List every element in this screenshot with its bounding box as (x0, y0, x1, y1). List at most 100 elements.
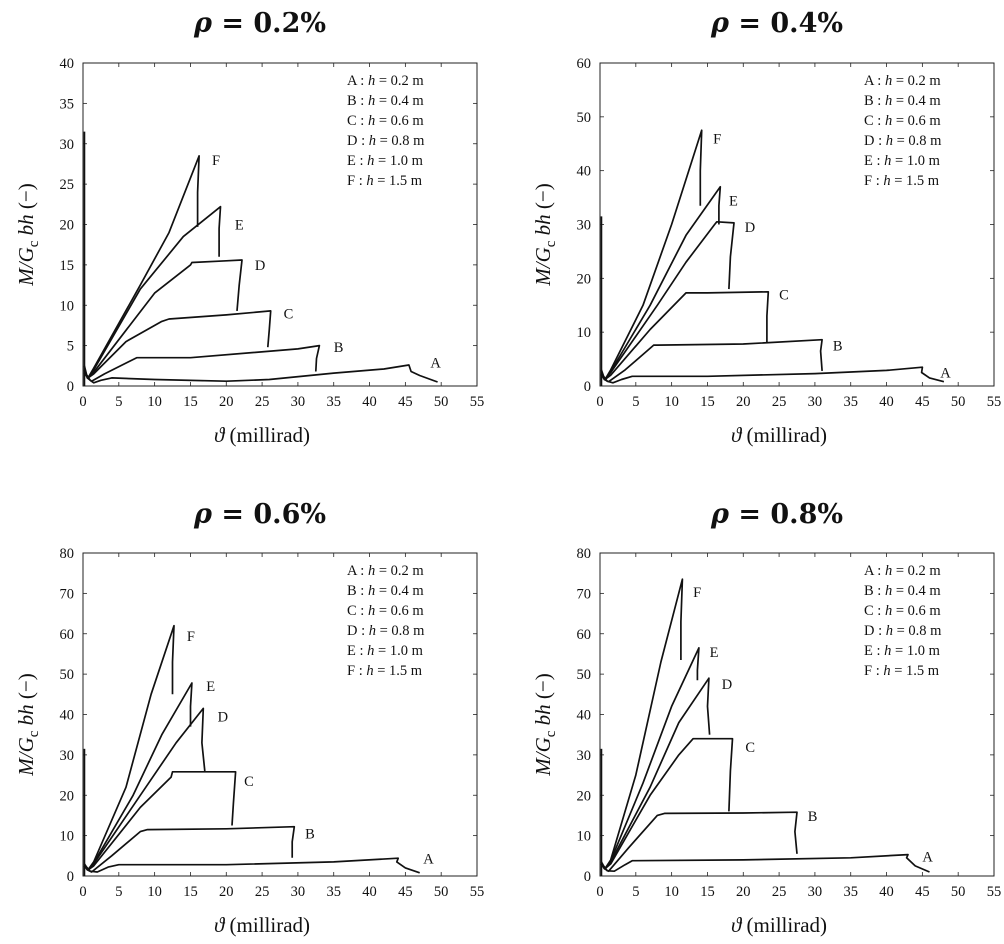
series-line-B (600, 811, 798, 873)
y-tick-label: 30 (577, 748, 592, 764)
legend-entry: E : h = 1.0 m (864, 643, 941, 659)
y-tick-label: 25 (60, 177, 75, 193)
curve-label-F: F (212, 153, 220, 169)
curve-label-B: B (833, 339, 843, 355)
y-tick-label: 20 (577, 271, 592, 287)
x-tick-label: 55 (470, 394, 485, 410)
series-line-C (83, 770, 237, 871)
legend-entry: F : h = 1.5 m (864, 663, 940, 679)
legend-entry: A : h = 0.2 m (864, 73, 941, 89)
y-tick-label: 50 (60, 667, 75, 683)
x-tick-label: 10 (147, 884, 162, 900)
series-line-C (83, 310, 272, 379)
y-tick-label: 20 (60, 218, 75, 234)
x-axis-label: ϑ (millirad) (731, 913, 827, 937)
curve-label-E: E (206, 679, 215, 695)
y-tick-label: 60 (577, 627, 592, 643)
x-tick-label: 25 (772, 884, 787, 900)
legend-entry: F : h = 1.5 m (347, 173, 423, 189)
x-tick-label: 55 (987, 394, 1002, 410)
curve-label-D: D (218, 710, 228, 726)
y-tick-label: 80 (577, 546, 592, 562)
curve-label-C: C (779, 287, 789, 303)
curve-label-B: B (808, 809, 818, 825)
y-tick-label: 30 (60, 748, 75, 764)
series-line-D (600, 220, 735, 381)
series-line-C (600, 290, 770, 381)
series-line-E (83, 205, 222, 379)
x-tick-label: 40 (879, 884, 894, 900)
y-tick-label: 0 (67, 869, 74, 885)
series-line-B (83, 825, 296, 873)
plot-frame (82, 62, 478, 387)
x-tick-label: 45 (398, 394, 413, 410)
curve-label-A: A (940, 366, 951, 382)
y-tick-label: 0 (584, 379, 591, 395)
series-line-E (600, 647, 700, 870)
y-tick-label: 40 (577, 164, 592, 180)
legend-entry: A : h = 0.2 m (864, 563, 941, 579)
curve-label-F: F (187, 629, 195, 645)
x-tick-label: 15 (183, 884, 198, 900)
x-tick-label: 45 (915, 394, 930, 410)
x-tick-label: 25 (772, 394, 787, 410)
x-tick-label: 5 (632, 884, 639, 900)
x-tick-label: 30 (808, 884, 823, 900)
x-tick-label: 35 (843, 884, 858, 900)
x-tick-label: 20 (736, 884, 751, 900)
legend-entry: F : h = 1.5 m (864, 173, 940, 189)
curve-label-B: B (334, 340, 344, 356)
x-tick-label: 35 (843, 394, 858, 410)
chart-panel: ρ = 0.4% 0 5 10 15 20 25 30 35 40 45 50 55 0 10 20 30 40 5… (531, 8, 1001, 447)
legend-entry: D : h = 0.8 m (347, 623, 425, 639)
y-tick-label: 10 (577, 325, 592, 341)
legend-entry: E : h = 1.0 m (347, 153, 424, 169)
x-tick-label: 10 (664, 884, 679, 900)
series-line-A (83, 364, 438, 384)
legend-entry: C : h = 0.6 m (864, 113, 941, 129)
series-line-F (83, 155, 200, 379)
x-axis-label: ϑ (millirad) (731, 423, 827, 447)
x-tick-label: 55 (987, 884, 1002, 900)
x-tick-label: 35 (326, 884, 341, 900)
series-line-B (83, 344, 321, 383)
x-tick-label: 35 (326, 394, 341, 410)
curve-label-B: B (305, 827, 315, 843)
x-tick-label: 20 (219, 884, 234, 900)
curve-label-E: E (235, 218, 244, 234)
x-axis-label: ϑ (millirad) (214, 423, 310, 447)
y-tick-label: 10 (577, 829, 592, 845)
x-tick-label: 0 (79, 394, 86, 410)
x-tick-label: 50 (434, 394, 449, 410)
y-axis-label: M/Gc bh (−) (14, 183, 42, 287)
series-line-A (83, 857, 420, 874)
legend-entry: D : h = 0.8 m (864, 133, 942, 149)
y-tick-label: 20 (577, 788, 592, 804)
curve-label-F: F (713, 131, 721, 147)
y-tick-label: 40 (577, 708, 592, 724)
curve-label-A: A (430, 356, 441, 372)
chart-panel: ρ = 0.2% 0 5 10 15 20 25 30 35 40 45 50 55 0 5 10 15 20 25… (14, 8, 484, 447)
legend-entry: F : h = 1.5 m (347, 663, 423, 679)
x-tick-label: 15 (700, 394, 715, 410)
legend-entry: C : h = 0.6 m (347, 113, 424, 129)
y-tick-label: 10 (60, 829, 75, 845)
series-line-F (83, 624, 175, 871)
legend-entry: C : h = 0.6 m (864, 603, 941, 619)
y-axis-label: M/Gc bh (−) (14, 673, 42, 777)
x-tick-label: 0 (596, 884, 603, 900)
y-tick-label: 35 (60, 96, 75, 112)
curve-label-D: D (722, 677, 732, 693)
x-tick-label: 15 (183, 394, 198, 410)
y-tick-label: 70 (577, 586, 592, 602)
y-tick-label: 60 (577, 56, 592, 72)
y-tick-label: 0 (584, 869, 591, 885)
curve-label-A: A (423, 852, 434, 868)
legend-entry: E : h = 1.0 m (347, 643, 424, 659)
curve-label-D: D (255, 258, 265, 274)
chart-title: ρ = 0.2% (193, 8, 326, 39)
curve-label-A: A (922, 850, 933, 866)
plot-frame (599, 62, 995, 387)
legend-entry: A : h = 0.2 m (347, 73, 424, 89)
